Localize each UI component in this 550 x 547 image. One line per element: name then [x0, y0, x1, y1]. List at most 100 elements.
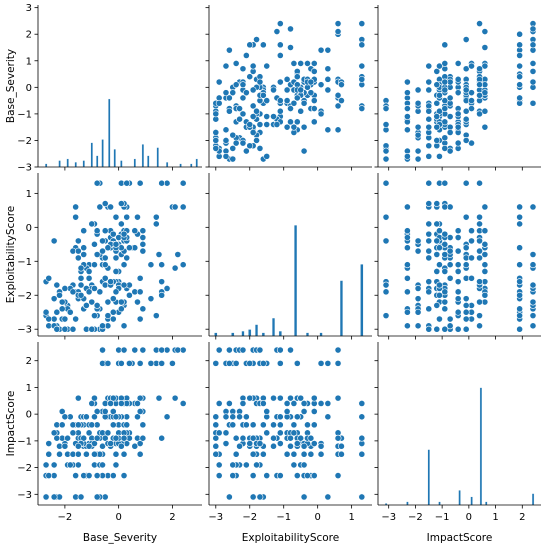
scatter-point	[481, 62, 489, 70]
scatter-point	[403, 227, 411, 235]
scatter-point	[229, 131, 237, 139]
scatter-point	[259, 91, 267, 99]
scatter-point	[225, 107, 233, 115]
y-axis-label: ImpactScore	[5, 391, 17, 457]
scatter-point	[139, 234, 147, 241]
scatter-point	[158, 261, 166, 269]
scatter-point	[290, 461, 298, 469]
scatter-point	[454, 234, 462, 241]
scatter-point	[425, 230, 433, 238]
scatter-point	[283, 450, 291, 458]
scatter-point	[403, 261, 411, 269]
scatter-point	[283, 75, 291, 83]
scatter-point	[433, 268, 441, 275]
scatter-point	[382, 121, 390, 128]
scatter-point	[163, 285, 171, 292]
scatter-point	[242, 147, 250, 155]
scatter-point	[229, 461, 237, 469]
scatter-point	[139, 421, 147, 429]
scatter-point	[120, 261, 128, 269]
scatter-point	[117, 298, 125, 306]
scatter-point	[529, 78, 537, 86]
hist-bar	[58, 160, 61, 168]
scatter-point	[136, 450, 144, 458]
scatter-point	[239, 139, 247, 147]
scatter-point	[454, 295, 462, 303]
scatter-point	[324, 126, 332, 134]
x-tick-label: −2	[408, 512, 423, 523]
scatter-point	[88, 400, 96, 407]
scatter-point	[476, 322, 483, 330]
hist-bar	[438, 501, 441, 506]
scatter-point	[74, 247, 82, 255]
y-tick-label: 1	[26, 56, 32, 67]
scatter-point	[99, 237, 106, 245]
scatter-point	[462, 308, 470, 316]
x-axis-label: Base_Severity	[83, 532, 157, 544]
hist-bar	[113, 149, 116, 168]
scatter-point	[112, 434, 120, 442]
y-tick-label: 3	[26, 3, 32, 14]
scatter-point	[310, 118, 318, 126]
scatter-point	[307, 434, 315, 442]
scatter-point	[338, 81, 345, 89]
scatter-point	[263, 62, 271, 70]
scatter-point	[403, 322, 411, 330]
scatter-point	[56, 291, 63, 299]
scatter-point	[476, 298, 483, 306]
scatter-point	[225, 493, 233, 501]
scatter-point	[236, 442, 243, 450]
scatter-point	[246, 142, 254, 150]
scatter-point	[334, 126, 342, 134]
scatter-point	[99, 346, 106, 354]
scatter-point	[101, 200, 109, 207]
scatter-point	[171, 264, 179, 272]
scatter-point	[91, 440, 98, 447]
scatter-point	[256, 346, 264, 354]
scatter-point	[229, 421, 237, 429]
scatter-point	[290, 99, 298, 107]
scatter-point	[123, 179, 131, 187]
scatter-point	[158, 346, 166, 354]
scatter-point	[109, 230, 117, 238]
panel-Base_Severity-vs-ExploitabilityScore	[205, 5, 372, 171]
scatter-point	[225, 400, 233, 407]
scatter-point	[263, 113, 271, 120]
scatter-point	[516, 94, 524, 102]
scatter-point	[174, 346, 182, 354]
scatter-point	[317, 110, 325, 118]
scatter-point	[259, 400, 267, 407]
scatter-point	[481, 240, 489, 248]
scatter-point	[310, 472, 318, 480]
scatter-point	[253, 461, 260, 469]
scatter-point	[436, 107, 443, 115]
scatter-point	[69, 325, 77, 333]
scatter-point	[112, 268, 120, 275]
scatter-point	[436, 62, 443, 70]
scatter-point	[481, 44, 489, 51]
scatter-point	[249, 62, 257, 70]
scatter-point	[88, 298, 96, 306]
scatter-point	[61, 442, 69, 450]
scatter-point	[249, 472, 257, 480]
scatter-point	[462, 137, 470, 144]
scatter-point	[131, 227, 139, 235]
hist-bar	[44, 163, 48, 168]
scatter-point	[476, 278, 483, 286]
scatter-point	[158, 179, 166, 187]
y-tick-label: 0	[26, 410, 32, 421]
scatter-point	[529, 322, 537, 330]
scatter-point	[273, 121, 281, 128]
scatter-point	[441, 60, 449, 67]
scatter-point	[117, 200, 125, 207]
scatter-point	[276, 421, 284, 429]
scatter-point	[117, 359, 125, 367]
y-axis-label: Base_Severity	[5, 49, 17, 123]
scatter-point	[53, 434, 61, 442]
scatter-point	[324, 359, 332, 367]
scatter-point	[179, 261, 187, 269]
scatter-point	[246, 41, 254, 49]
hist-bar	[272, 317, 276, 337]
scatter-point	[468, 62, 475, 70]
scatter-point	[263, 429, 271, 437]
